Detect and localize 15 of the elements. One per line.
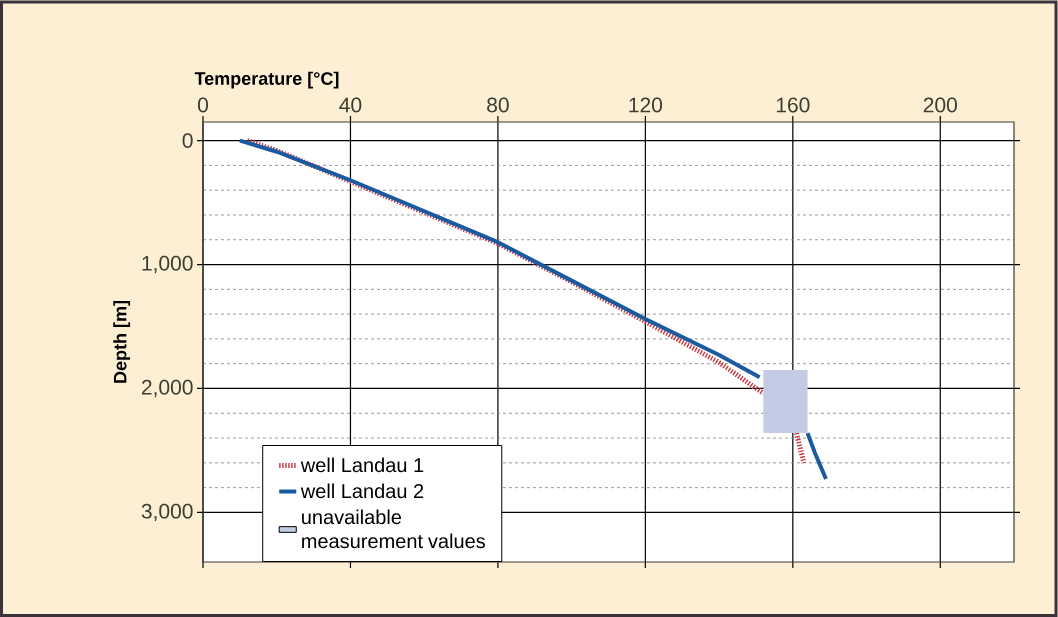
x-tick-label: 80 <box>487 97 509 113</box>
y-tick-label: 1,000 <box>142 255 193 274</box>
legend-label: well Landau 1 <box>300 457 424 473</box>
x-tick-label: 200 <box>923 97 957 113</box>
x-tick-label: 40 <box>339 97 362 113</box>
x-axis-title: Temperature [°C] <box>194 71 339 89</box>
y-axis-title: Depth [m] <box>113 301 131 383</box>
x-tick-label: 120 <box>629 97 663 113</box>
x-tick-label: 160 <box>776 97 810 113</box>
legend-label: unavailable measurement values <box>302 509 485 549</box>
legend-label: well Landau 2 <box>300 483 424 499</box>
y-tick-label: 3,000 <box>141 503 193 522</box>
y-tick-label: 0 <box>182 133 193 149</box>
x-tick-label: 0 <box>197 97 209 113</box>
y-tick-label: 2,000 <box>141 379 193 398</box>
